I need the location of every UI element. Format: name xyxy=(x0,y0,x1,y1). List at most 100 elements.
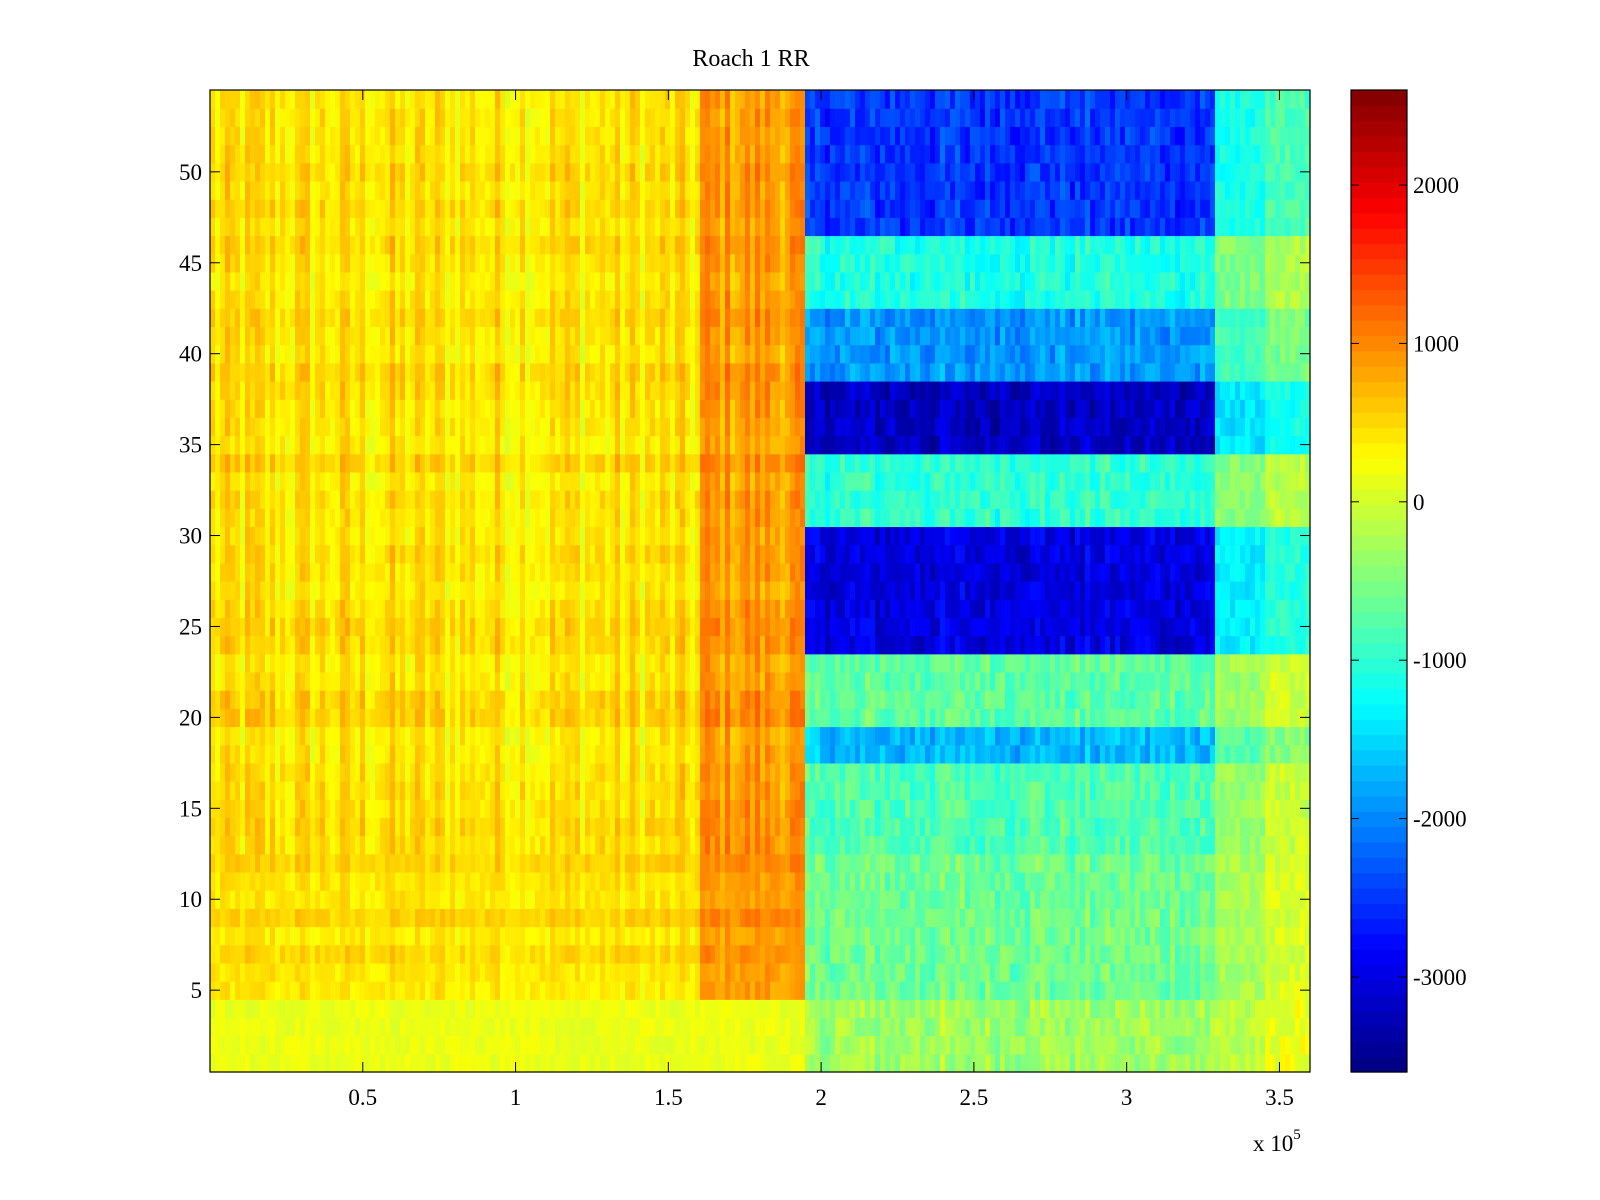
heatmap-cell xyxy=(760,653,766,673)
heatmap-cell xyxy=(1245,926,1251,946)
heatmap-cell xyxy=(645,999,651,1019)
heatmap-cell xyxy=(870,653,876,673)
heatmap-cell xyxy=(755,817,761,837)
heatmap-cell xyxy=(1220,926,1226,946)
heatmap-cell xyxy=(875,1017,881,1037)
heatmap-cell xyxy=(305,944,311,964)
heatmap-cell xyxy=(380,708,386,728)
heatmap-cell xyxy=(390,890,396,909)
heatmap-cell xyxy=(1105,835,1111,855)
heatmap-cell xyxy=(690,671,696,691)
heatmap-cell xyxy=(765,690,771,709)
heatmap-cell xyxy=(280,1035,286,1055)
heatmap-cell xyxy=(960,1035,966,1055)
heatmap-cell xyxy=(220,744,226,764)
heatmap-cell xyxy=(430,653,436,673)
heatmap-cell xyxy=(710,690,716,709)
heatmap-cell xyxy=(395,835,401,855)
heatmap-cell xyxy=(655,962,661,982)
heatmap-cell xyxy=(990,835,996,855)
heatmap-cell xyxy=(1020,999,1026,1019)
heatmap-cell xyxy=(1050,944,1056,964)
heatmap-cell xyxy=(680,799,686,819)
heatmap-cell xyxy=(1245,690,1251,709)
heatmap-cell xyxy=(445,817,451,837)
heatmap-cell xyxy=(405,999,411,1019)
heatmap-cell xyxy=(1170,853,1176,873)
heatmap-cell xyxy=(1015,871,1021,891)
heatmap-cell xyxy=(365,981,371,1000)
heatmap-cell xyxy=(415,962,421,982)
heatmap-cell xyxy=(990,1053,996,1073)
heatmap-cell xyxy=(340,690,346,709)
heatmap-cell xyxy=(1250,853,1256,873)
heatmap-cell xyxy=(325,1053,331,1073)
heatmap-cell xyxy=(590,817,596,837)
heatmap-cell xyxy=(680,1035,686,1055)
heatmap-cell xyxy=(805,962,811,982)
heatmap-cell xyxy=(405,853,411,873)
heatmap-cell xyxy=(885,726,891,746)
heatmap-cell xyxy=(225,890,231,909)
heatmap-cell xyxy=(350,1035,356,1055)
heatmap-cell xyxy=(1300,1017,1306,1037)
heatmap-cell xyxy=(940,799,946,819)
heatmap-cell xyxy=(940,708,946,728)
heatmap-cell xyxy=(1275,744,1281,764)
heatmap-cell xyxy=(355,981,361,1000)
heatmap-cell xyxy=(995,690,1001,709)
heatmap-cell xyxy=(310,1053,316,1073)
heatmap-cell xyxy=(235,762,241,782)
heatmap-cell xyxy=(860,981,866,1000)
heatmap-cell xyxy=(815,671,821,691)
heatmap-cell xyxy=(655,726,661,746)
heatmap-cell xyxy=(920,944,926,964)
heatmap-cell xyxy=(1160,1017,1166,1037)
heatmap-cell xyxy=(695,1017,701,1037)
heatmap-cell xyxy=(320,1035,326,1055)
heatmap-cell xyxy=(585,726,591,746)
heatmap-cell xyxy=(620,926,626,946)
heatmap-cell xyxy=(1145,853,1151,873)
heatmap-cell xyxy=(930,690,936,709)
heatmap-cell xyxy=(930,799,936,819)
heatmap-cell xyxy=(990,853,996,873)
heatmap-cell xyxy=(340,817,346,837)
heatmap-cell xyxy=(480,671,486,691)
heatmap-cell xyxy=(1215,1053,1221,1073)
heatmap-cell xyxy=(1010,817,1016,837)
heatmap-cell xyxy=(415,853,421,873)
heatmap-cell xyxy=(1200,853,1206,873)
heatmap-cell xyxy=(615,1035,621,1055)
heatmap-cell xyxy=(220,835,226,855)
heatmap-cell xyxy=(545,653,551,673)
heatmap-cell xyxy=(490,1053,496,1073)
heatmap-cell xyxy=(775,708,781,728)
heatmap-cell xyxy=(880,981,886,1000)
heatmap-cell xyxy=(295,653,301,673)
heatmap-cell xyxy=(385,962,391,982)
heatmap-cell xyxy=(1115,1053,1121,1073)
heatmap-cell xyxy=(685,744,691,764)
heatmap-cell xyxy=(980,781,986,800)
heatmap-cell xyxy=(1165,781,1171,800)
heatmap-cell xyxy=(1280,817,1286,837)
heatmap-cell xyxy=(290,1035,296,1055)
heatmap-cell xyxy=(385,871,391,891)
heatmap-cell xyxy=(1120,817,1126,837)
heatmap-cell xyxy=(780,853,786,873)
heatmap-cell xyxy=(865,762,871,782)
heatmap-cell xyxy=(675,908,681,928)
heatmap-cell xyxy=(755,999,761,1019)
heatmap-cell xyxy=(815,817,821,837)
heatmap-cell xyxy=(590,871,596,891)
heatmap-cell xyxy=(625,708,631,728)
heatmap-cell xyxy=(340,908,346,928)
heatmap-cell xyxy=(255,744,261,764)
heatmap-cell xyxy=(730,835,736,855)
heatmap-cell xyxy=(935,981,941,1000)
heatmap-cell xyxy=(925,653,931,673)
heatmap-cell xyxy=(740,671,746,691)
heatmap-cell xyxy=(795,799,801,819)
heatmap-cell xyxy=(1035,962,1041,982)
